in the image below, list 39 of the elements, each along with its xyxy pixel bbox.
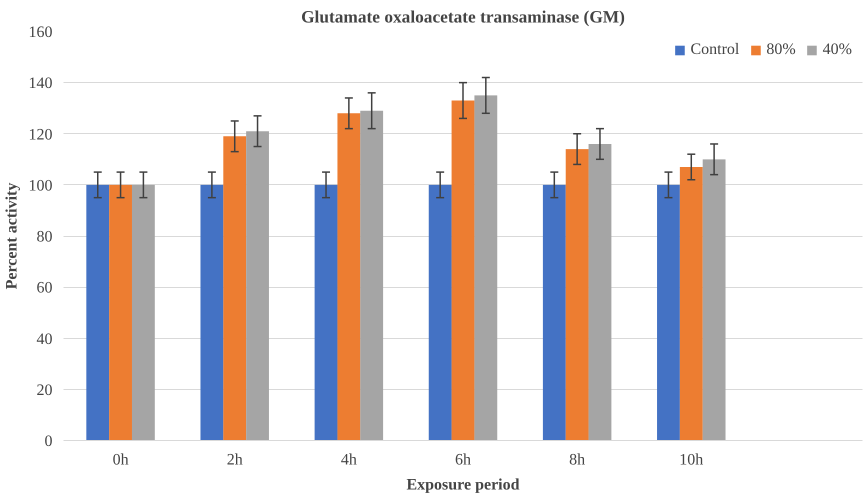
bar xyxy=(246,131,269,440)
y-tick-label: 20 xyxy=(36,382,52,399)
bar xyxy=(702,159,726,440)
y-axis-title: Percent activity xyxy=(4,182,20,290)
bar xyxy=(680,166,703,440)
bar xyxy=(542,184,566,440)
bar xyxy=(474,95,498,440)
bar xyxy=(452,100,474,440)
bar xyxy=(86,184,110,440)
x-tick-label: 0h xyxy=(112,452,129,468)
x-tick-label: 4h xyxy=(340,452,357,468)
y-tick-label: 120 xyxy=(28,126,52,144)
chart-title: Glutamate oxaloacetate transaminase (GM) xyxy=(301,8,626,26)
bar xyxy=(314,184,338,440)
y-tick-label: 100 xyxy=(28,177,52,194)
bar xyxy=(337,113,360,440)
x-tick-label: 10h xyxy=(679,452,704,468)
bar xyxy=(109,184,132,440)
bar xyxy=(566,149,589,440)
bar xyxy=(588,144,612,440)
legend-label: 80% xyxy=(766,41,796,59)
x-tick-label: 2h xyxy=(226,452,243,468)
bar xyxy=(428,184,452,440)
legend-label: Control xyxy=(690,41,740,59)
x-axis-title: Exposure period xyxy=(406,476,520,494)
y-tick-label: 0 xyxy=(44,433,52,450)
bar xyxy=(360,110,384,440)
bar xyxy=(657,184,680,440)
y-tick-label: 140 xyxy=(28,75,52,92)
legend-label: 40% xyxy=(822,41,852,59)
bar xyxy=(132,184,155,440)
x-tick-label: 8h xyxy=(569,452,586,468)
x-tick-label: 6h xyxy=(455,452,471,468)
y-tick-label: 40 xyxy=(36,330,52,348)
bar xyxy=(223,136,246,440)
y-tick-label: 80 xyxy=(36,228,52,246)
y-tick-label: 160 xyxy=(28,24,52,41)
y-tick-label: 60 xyxy=(36,280,52,297)
bar xyxy=(200,184,224,440)
